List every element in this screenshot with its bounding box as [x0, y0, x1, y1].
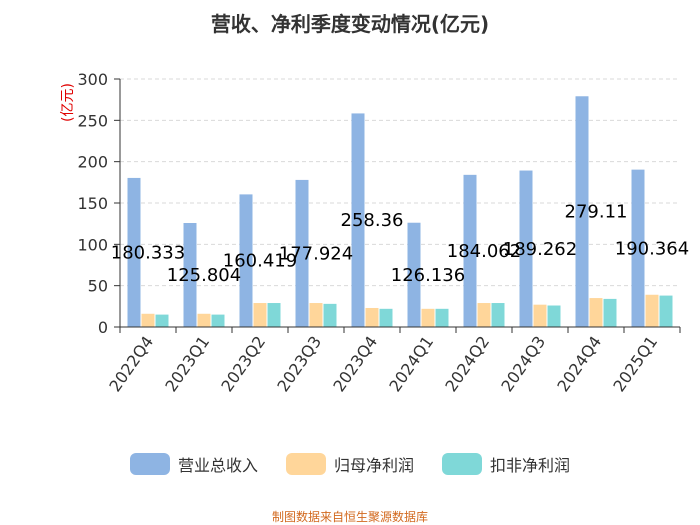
x-tick-label: 2023Q3 — [273, 332, 325, 395]
y-tick-label: 250 — [77, 111, 108, 130]
grid-lines — [120, 78, 680, 287]
data-label-revenue: 258.36 — [341, 210, 404, 231]
legend-label-revenue: 营业总收入 — [177, 456, 258, 475]
legend-label-adjusted-profit: 扣非净利润 — [490, 456, 571, 475]
bar-revenue[interactable] — [239, 194, 253, 327]
bar-adjusted-profit[interactable] — [267, 303, 281, 327]
bar-adjusted-profit[interactable] — [547, 305, 561, 327]
bar-revenue[interactable] — [631, 169, 645, 327]
bar-adjusted-profit[interactable] — [211, 314, 225, 327]
bar-adjusted-profit[interactable] — [155, 314, 169, 327]
legend-swatch-net-profit — [285, 453, 326, 475]
y-tick-label: 0 — [98, 318, 108, 337]
bar-net-profit[interactable] — [141, 313, 155, 327]
data-label-revenue: 189.262 — [503, 239, 577, 260]
x-tick-label: 2025Q1 — [609, 332, 661, 395]
legend-swatch-revenue — [129, 453, 170, 475]
bars — [127, 96, 673, 328]
y-tick-label: 200 — [77, 153, 108, 172]
legend-label-net-profit: 归母净利润 — [333, 456, 414, 475]
x-tick-label: 2023Q1 — [161, 332, 213, 395]
x-tick-label: 2024Q3 — [497, 332, 549, 395]
x-tick-label: 2024Q2 — [441, 332, 493, 395]
bar-net-profit[interactable] — [309, 303, 323, 327]
data-label-revenue: 184.062 — [447, 241, 521, 262]
bar-adjusted-profit[interactable] — [659, 295, 673, 327]
data-label-revenue: 160.419 — [223, 251, 297, 272]
bar-adjusted-profit[interactable] — [323, 303, 337, 327]
y-axis-label: (亿元) — [60, 83, 76, 122]
legend: 营业总收入 归母净利润 扣非净利润 — [0, 452, 700, 476]
data-label-revenue: 190.364 — [615, 238, 689, 259]
y-tick-label: 150 — [77, 194, 108, 213]
y-tick-label: 100 — [77, 235, 108, 254]
bar-adjusted-profit[interactable] — [491, 303, 505, 327]
bar-revenue[interactable] — [407, 222, 421, 327]
bar-adjusted-profit[interactable] — [603, 298, 617, 327]
bar-revenue[interactable] — [295, 179, 309, 327]
bar-revenue[interactable] — [575, 96, 589, 327]
bar-adjusted-profit[interactable] — [435, 308, 449, 327]
bar-revenue[interactable] — [183, 223, 197, 327]
x-tick-label: 2023Q2 — [217, 332, 269, 395]
x-tick-label: 2024Q1 — [385, 332, 437, 395]
bar-net-profit[interactable] — [645, 294, 659, 327]
y-tick-label: 300 — [77, 70, 108, 89]
legend-swatch-adjusted-profit — [442, 453, 482, 475]
legend-item-adjusted-profit[interactable]: 扣非净利润 — [442, 452, 570, 476]
bar-net-profit[interactable] — [253, 303, 267, 327]
data-label-revenue: 126.136 — [391, 265, 465, 286]
legend-item-net-profit[interactable]: 归母净利润 — [285, 452, 414, 476]
data-label-revenue: 177.924 — [279, 243, 353, 264]
bar-net-profit[interactable] — [589, 298, 603, 327]
chart-title: 营收、净利季度变动情况(亿元) — [210, 12, 490, 36]
bar-revenue[interactable] — [519, 170, 533, 327]
bar-net-profit[interactable] — [197, 313, 211, 327]
data-label-revenue: 125.804 — [167, 265, 241, 286]
bar-net-profit[interactable] — [533, 304, 547, 327]
bar-revenue[interactable] — [127, 177, 141, 327]
bar-net-profit[interactable] — [365, 307, 379, 327]
x-tick-label: 2023Q4 — [329, 332, 381, 395]
bar-adjusted-profit[interactable] — [379, 308, 393, 327]
source-note: 制图数据来自恒生聚源数据库 — [271, 510, 428, 524]
legend-item-revenue[interactable]: 营业总收入 — [129, 452, 258, 476]
y-tick-label: 50 — [88, 277, 108, 296]
bar-revenue[interactable] — [463, 174, 477, 327]
bar-net-profit[interactable] — [421, 308, 435, 327]
x-tick-label: 2024Q4 — [553, 332, 605, 395]
data-label-revenue: 180.333 — [111, 242, 185, 263]
bar-revenue[interactable] — [351, 113, 365, 328]
data-label-revenue: 279.11 — [565, 202, 628, 223]
x-tick-label: 2022Q4 — [105, 332, 157, 395]
bar-net-profit[interactable] — [477, 303, 491, 327]
